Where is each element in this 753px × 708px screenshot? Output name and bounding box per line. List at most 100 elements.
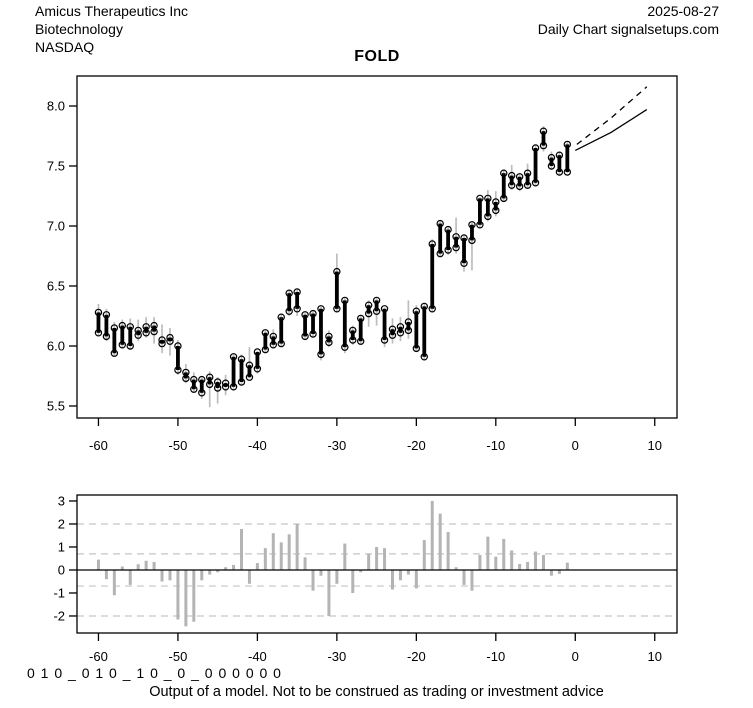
- osc-bar: [526, 561, 530, 570]
- ohlc-body: [191, 379, 196, 390]
- y-tick-label: 5.5: [47, 399, 65, 414]
- osc-bar: [478, 555, 482, 570]
- price-marker-circle: [428, 305, 436, 313]
- price-marker-circle: [539, 127, 548, 135]
- price-marker-circle: [126, 342, 134, 350]
- ohlc-body: [255, 352, 260, 369]
- x-tick-label: -20: [407, 438, 426, 453]
- x-tick-label: -10: [486, 438, 505, 453]
- ohlc-body: [430, 244, 435, 309]
- high-low-ranges: [97, 126, 569, 408]
- osc-bar: [343, 543, 347, 570]
- price-marker-circle: [484, 194, 492, 203]
- price-marker-circle: [190, 375, 198, 384]
- price-marker-circle: [253, 365, 262, 373]
- ohlc-body: [176, 346, 180, 370]
- price-marker-circle: [269, 332, 277, 341]
- price-marker-circle: [468, 221, 476, 229]
- osc-bar: [414, 569, 418, 589]
- price-marker-circle: [110, 349, 119, 357]
- osc-bar: [557, 569, 561, 574]
- osc-bar: [112, 569, 116, 596]
- osc-bar: [398, 569, 402, 581]
- ohlc-body: [104, 314, 109, 337]
- ohlc-body: [470, 224, 474, 241]
- y-tick-label: 3: [58, 493, 65, 508]
- osc-bar: [216, 569, 220, 573]
- ohlc-body: [406, 322, 411, 331]
- osc-bar: [152, 561, 156, 570]
- price-marker-circle: [102, 311, 111, 319]
- price-marker-circle: [563, 168, 572, 176]
- price-marker-circle: [166, 333, 174, 342]
- price-marker-circle: [547, 153, 556, 162]
- ohlc-body: [112, 328, 117, 354]
- price-marker-circle: [404, 318, 413, 326]
- x-axis: -60 -50 -40 -30 -20 -10 0 10: [89, 418, 662, 453]
- osc-bar: [104, 569, 108, 580]
- price-marker-circle: [523, 169, 532, 177]
- plot-box: [76, 75, 678, 419]
- price-marker-circle: [492, 206, 500, 215]
- price-marker-circle: [460, 234, 468, 242]
- osc-bar: [462, 569, 466, 585]
- price-marker-circle: [436, 219, 444, 228]
- ohlc-body: [454, 236, 458, 248]
- price-marker-circle: [333, 305, 341, 313]
- chart-source: Daily Chart signalsetups.com: [537, 21, 719, 37]
- price-marker-circle: [349, 326, 357, 335]
- price-marker-circle: [245, 373, 254, 381]
- price-marker-circle: [349, 336, 357, 344]
- price-marker-circle: [174, 366, 182, 374]
- price-marker-circle: [364, 309, 373, 318]
- osc-bar: [303, 557, 307, 570]
- osc-bar: [247, 569, 251, 584]
- osc-bar: [565, 562, 569, 570]
- disclaimer-text: Output of a model. Not to be construed a…: [149, 684, 604, 700]
- price-marker-circle: [436, 249, 444, 258]
- ohlc-body: [414, 311, 419, 349]
- osc-bar: [208, 569, 212, 575]
- price-marker-circle: [158, 339, 166, 348]
- ohlc-body: [168, 337, 172, 342]
- ohlc-body: [319, 308, 323, 355]
- osc-bar: [454, 567, 458, 570]
- ohlc-body: [358, 318, 363, 342]
- price-marker-circle: [261, 329, 270, 337]
- price-marker-circle: [110, 324, 119, 332]
- price-marker-circle: [285, 307, 293, 315]
- y-tick-label: 2: [58, 516, 65, 531]
- price-marker-circle: [206, 373, 214, 381]
- price-marker-circle: [166, 337, 174, 345]
- osc-bar: [518, 564, 522, 570]
- osc-bar: [120, 566, 124, 570]
- ohlc-body: [334, 271, 339, 309]
- price-marker-circle: [94, 308, 103, 317]
- osc-bar: [240, 529, 244, 570]
- price-marker-circle: [364, 301, 373, 309]
- ohlc-body: [96, 312, 101, 333]
- osc-bar: [263, 548, 267, 570]
- price-marker-circle: [221, 379, 230, 387]
- y-tick-label: 6.0: [47, 339, 65, 354]
- osc-bar: [144, 560, 148, 570]
- price-marker-circle: [341, 343, 349, 351]
- price-marker-circle: [198, 389, 206, 397]
- price-marker-circle: [190, 385, 198, 393]
- y-tick-label: 0: [58, 562, 65, 577]
- osc-bar: [160, 569, 164, 582]
- price-marker-circle: [452, 233, 460, 241]
- price-marker-circle: [444, 246, 452, 254]
- price-marker-circle: [412, 344, 421, 353]
- price-marker-circle: [309, 309, 317, 318]
- osc-bar: [534, 551, 538, 570]
- ohlc-body: [279, 317, 284, 344]
- chart-date: 2025-08-27: [647, 3, 719, 19]
- oscillator-bars: [96, 500, 569, 627]
- open-close-markers: [94, 127, 572, 397]
- osc-bar: [232, 564, 236, 570]
- price-marker-circle: [277, 339, 285, 348]
- ohlc-body: [160, 340, 164, 344]
